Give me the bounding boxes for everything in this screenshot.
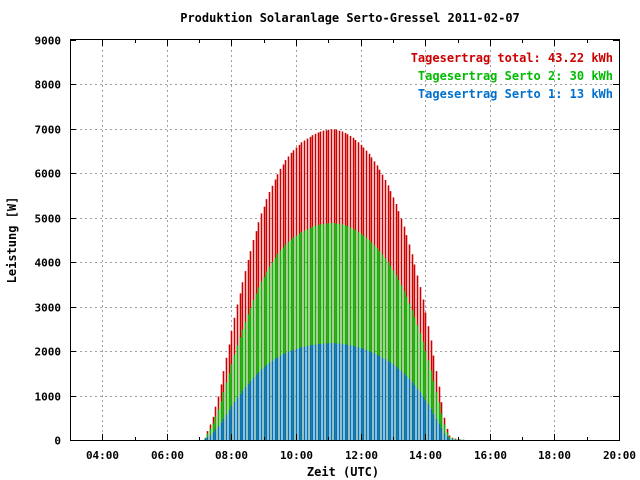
x-axis: 04:00 06:00 08:00 10:00 12:00 14:00 16:00 18:00… [70, 40, 636, 462]
y-tick-label: 6000 [35, 168, 62, 181]
y-tick-label: 8000 [35, 79, 62, 92]
x-axis-label: Zeit (UTC) [307, 465, 379, 479]
y-axis-label: Leistung [W] [5, 197, 19, 284]
x-tick-label: 04:00 [86, 449, 119, 462]
bars [204, 129, 465, 440]
y-tick-label: 3000 [35, 302, 62, 315]
y-tick-label: 9000 [35, 35, 62, 48]
y-axis: 0 1000 2000 3000 4000 5000 6000 7000 8000 9000 [35, 35, 619, 448]
y-tick-label: 2000 [35, 346, 62, 359]
x-tick-label: 08:00 [215, 449, 248, 462]
y-tick-label: 5000 [35, 213, 62, 226]
legend-entry: Tagesertrag Serto 1: 13 kWh [418, 87, 613, 101]
y-tick-label: 4000 [35, 257, 62, 270]
legend: Tagesertrag total: 43.22 kWh Tagesertrag … [411, 51, 613, 101]
x-tick-label: 14:00 [409, 449, 442, 462]
plot-frame [70, 39, 620, 441]
x-tick-label: 12:00 [345, 449, 378, 462]
x-tick-label: 20:00 [603, 449, 636, 462]
legend-entry: Tagesertrag total: 43.22 kWh [411, 51, 613, 65]
y-tick-label: 7000 [35, 124, 62, 137]
x-tick-label: 16:00 [474, 449, 507, 462]
x-tick-label: 18:00 [538, 449, 571, 462]
x-tick-label: 06:00 [151, 449, 184, 462]
x-tick-label: 10:00 [280, 449, 313, 462]
chart-title: Produktion Solaranlage Serto-Gressel 201… [180, 11, 520, 25]
y-tick-label: 1000 [35, 391, 62, 404]
y-tick-label: 0 [54, 435, 61, 448]
legend-entry: Tagesertrag Serto 2: 30 kWh [418, 69, 613, 83]
